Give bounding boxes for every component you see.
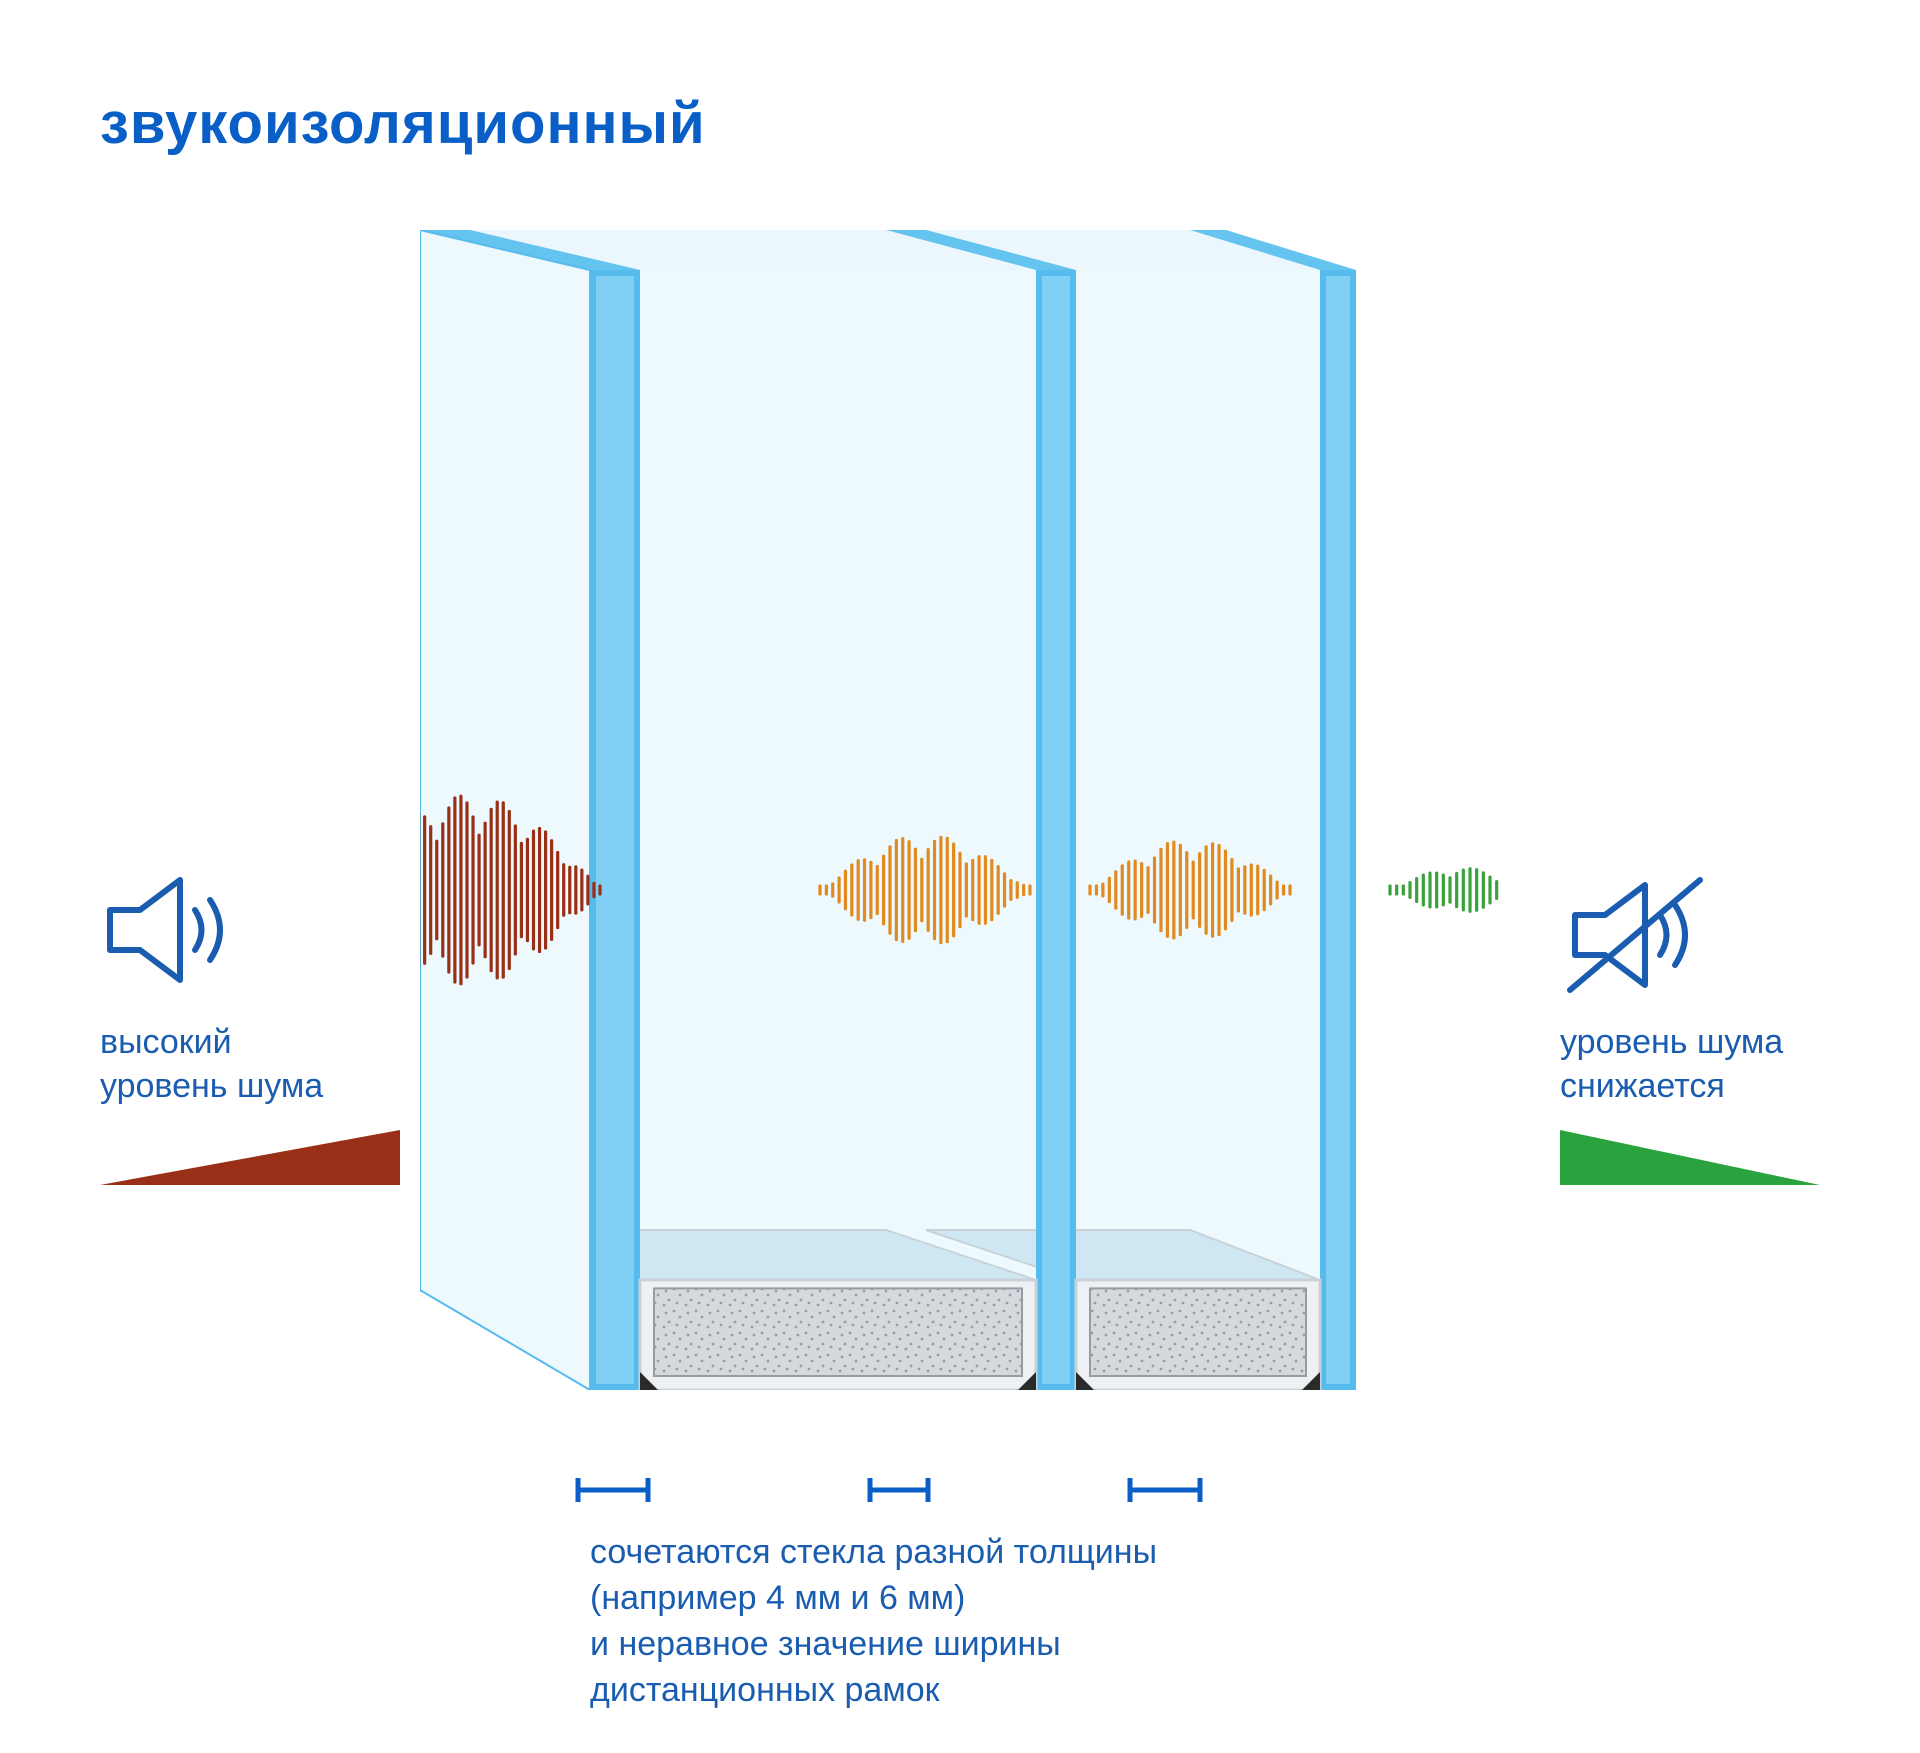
spacer-bar [640, 1280, 1036, 1390]
speaker-loud-icon [100, 870, 240, 990]
bottom-line1: сочетаются стекла разной толщины [590, 1530, 1157, 1576]
thickness-brackets [0, 1470, 1920, 1510]
left-noise-label: высокий уровень шума [100, 1020, 323, 1108]
glass-pane [420, 230, 640, 1390]
left-label-line1: высокий [100, 1020, 323, 1064]
bottom-caption: сочетаются стекла разной толщины (наприм… [590, 1530, 1157, 1714]
bottom-line2: (например 4 мм и 6 мм) [590, 1576, 1157, 1622]
loud-triangle-icon [100, 1130, 400, 1190]
window-diagram [420, 230, 1500, 1390]
bottom-line4: дистанционных рамок [590, 1668, 1157, 1714]
left-label-line2: уровень шума [100, 1064, 323, 1108]
speaker-muted-icon [1560, 870, 1710, 1000]
spacer-bar [1076, 1280, 1320, 1390]
bottom-line3: и неравное значение ширины [590, 1622, 1157, 1668]
right-label-line2: снижается [1560, 1064, 1783, 1108]
right-noise-label: уровень шума снижается [1560, 1020, 1783, 1108]
sound-wave [1390, 869, 1500, 911]
quiet-triangle-icon [1560, 1130, 1820, 1190]
right-label-line1: уровень шума [1560, 1020, 1783, 1064]
page-title: звукоизоляционный [100, 90, 706, 157]
